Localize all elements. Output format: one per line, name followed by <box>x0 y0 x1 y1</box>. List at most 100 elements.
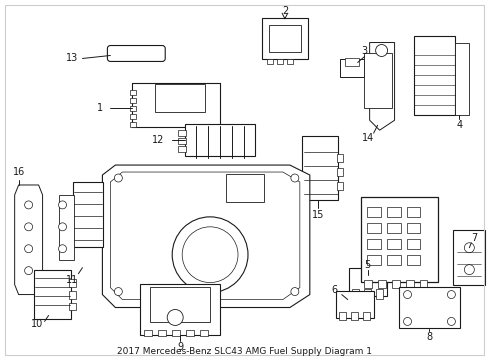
Polygon shape <box>454 42 468 115</box>
Bar <box>339 59 363 77</box>
Text: 4: 4 <box>455 120 462 130</box>
FancyBboxPatch shape <box>107 45 165 62</box>
Text: 6: 6 <box>331 284 337 294</box>
Circle shape <box>290 174 298 182</box>
Bar <box>130 114 136 119</box>
Circle shape <box>464 265 473 275</box>
Circle shape <box>24 201 33 209</box>
Bar <box>366 223 380 233</box>
Bar <box>386 207 400 217</box>
Text: 2: 2 <box>281 6 287 15</box>
Bar <box>344 58 358 67</box>
Bar <box>335 291 373 319</box>
Circle shape <box>182 227 238 283</box>
Circle shape <box>403 291 411 298</box>
Circle shape <box>59 245 66 253</box>
Bar <box>360 197 438 282</box>
Bar <box>158 330 166 336</box>
Bar <box>336 182 342 190</box>
Bar <box>363 280 371 288</box>
Bar <box>286 59 292 64</box>
Bar <box>130 106 136 111</box>
Text: 10: 10 <box>30 319 42 329</box>
Bar <box>391 280 399 288</box>
Text: 13: 13 <box>66 54 79 63</box>
Text: 1: 1 <box>97 103 103 113</box>
Text: 14: 14 <box>361 133 373 143</box>
Text: 15: 15 <box>311 210 324 220</box>
Bar <box>73 183 103 247</box>
Circle shape <box>59 223 66 231</box>
Bar <box>366 255 380 265</box>
Text: 12: 12 <box>152 135 164 145</box>
Bar <box>200 330 208 336</box>
Polygon shape <box>102 165 309 307</box>
Bar <box>406 239 420 249</box>
Bar <box>363 53 391 108</box>
Bar <box>386 239 400 249</box>
Bar <box>144 330 152 336</box>
Bar <box>178 138 186 144</box>
Circle shape <box>114 288 122 296</box>
Polygon shape <box>110 172 299 300</box>
Bar <box>336 168 342 176</box>
Bar <box>413 36 454 115</box>
Bar <box>452 230 484 285</box>
Circle shape <box>172 217 247 293</box>
Bar <box>276 59 283 64</box>
Bar <box>366 207 380 217</box>
Bar <box>186 330 194 336</box>
Text: 3: 3 <box>361 45 367 55</box>
Circle shape <box>447 291 454 298</box>
Circle shape <box>167 310 183 325</box>
Bar <box>406 223 420 233</box>
Bar <box>68 291 76 298</box>
Bar <box>130 98 136 103</box>
Circle shape <box>24 223 33 231</box>
Text: 9: 9 <box>177 342 183 352</box>
Text: 8: 8 <box>426 332 432 342</box>
Bar <box>363 312 369 320</box>
Bar <box>364 289 370 298</box>
Bar <box>419 280 427 288</box>
Bar <box>185 124 254 156</box>
Bar <box>377 280 385 288</box>
Bar <box>155 84 204 112</box>
Bar <box>68 302 76 310</box>
Bar <box>68 279 76 287</box>
Circle shape <box>59 201 66 209</box>
Bar <box>130 122 136 127</box>
Bar <box>350 312 357 320</box>
Circle shape <box>24 267 33 275</box>
Bar <box>150 287 210 323</box>
Polygon shape <box>369 42 394 130</box>
Bar <box>348 268 386 296</box>
Bar <box>172 330 180 336</box>
Circle shape <box>24 245 33 253</box>
Bar <box>406 255 420 265</box>
Bar <box>140 284 220 336</box>
Bar <box>132 84 220 127</box>
Text: 7: 7 <box>470 233 476 243</box>
Circle shape <box>375 45 387 57</box>
Bar <box>366 239 380 249</box>
Text: 11: 11 <box>66 275 79 285</box>
Bar <box>406 207 420 217</box>
Bar <box>178 146 186 152</box>
Bar <box>398 287 459 328</box>
Circle shape <box>447 318 454 325</box>
Bar <box>268 24 300 53</box>
Circle shape <box>403 318 411 325</box>
Bar <box>178 130 186 136</box>
Text: 5: 5 <box>364 260 370 270</box>
Bar <box>336 154 342 162</box>
Bar <box>386 223 400 233</box>
Bar <box>130 90 136 95</box>
Polygon shape <box>59 195 74 260</box>
Bar <box>225 174 264 202</box>
Bar <box>339 312 346 320</box>
Circle shape <box>464 243 473 253</box>
Bar <box>351 289 359 298</box>
Text: 16: 16 <box>13 167 25 177</box>
Text: 2017 Mercedes-Benz SLC43 AMG Fuel Supply Diagram 1: 2017 Mercedes-Benz SLC43 AMG Fuel Supply… <box>116 347 371 356</box>
